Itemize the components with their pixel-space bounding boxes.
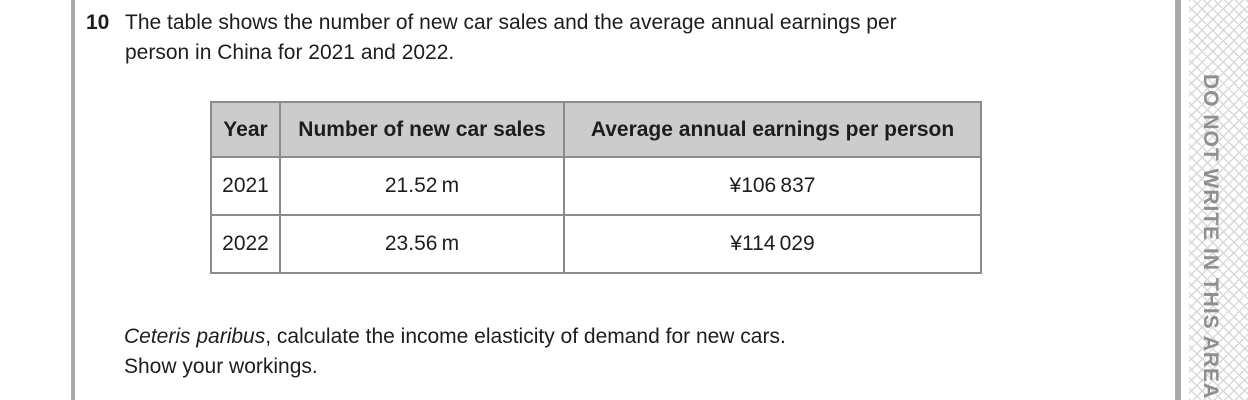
cell-sales-2022: 23.56 m xyxy=(279,214,565,274)
cell-earnings-2021: ¥106 837 xyxy=(563,156,982,216)
car-sales-table: Year Number of new car sales Average ann… xyxy=(210,101,982,274)
question-text: The table shows the number of new car sa… xyxy=(125,8,897,68)
table-header-row: Year Number of new car sales Average ann… xyxy=(210,101,982,158)
table-row: 2021 21.52 m ¥106 837 xyxy=(210,156,982,216)
prompt-line-1: Ceteris paribus, calculate the income el… xyxy=(124,322,786,352)
do-not-write-margin-pattern xyxy=(1189,0,1248,400)
header-average-earnings: Average annual earnings per person xyxy=(563,101,982,158)
question-text-line-2: person in China for 2021 and 2022. xyxy=(125,41,455,64)
prompt-line-2: Show your workings. xyxy=(124,355,318,378)
cell-year-2021: 2021 xyxy=(210,156,281,216)
do-not-write-warning-text: DO NOT WRITE IN THIS AREA xyxy=(1199,74,1222,400)
question-prompt: Ceteris paribus, calculate the income el… xyxy=(124,322,786,382)
question-text-line-1: The table shows the number of new car sa… xyxy=(125,11,897,34)
cell-year-2022: 2022 xyxy=(210,214,281,274)
ceteris-paribus-italic: Ceteris paribus xyxy=(124,325,266,348)
question-number: 10 xyxy=(86,11,110,34)
right-page-rule xyxy=(1175,0,1181,400)
cell-earnings-2022: ¥114 029 xyxy=(563,214,982,274)
left-page-rule xyxy=(71,0,75,400)
cell-sales-2021: 21.52 m xyxy=(279,156,565,216)
table-row: 2022 23.56 m ¥114 029 xyxy=(210,214,982,274)
header-year: Year xyxy=(210,101,281,158)
header-new-car-sales: Number of new car sales xyxy=(279,101,565,158)
prompt-line-1-rest: , calculate the income elasticity of dem… xyxy=(265,325,786,348)
